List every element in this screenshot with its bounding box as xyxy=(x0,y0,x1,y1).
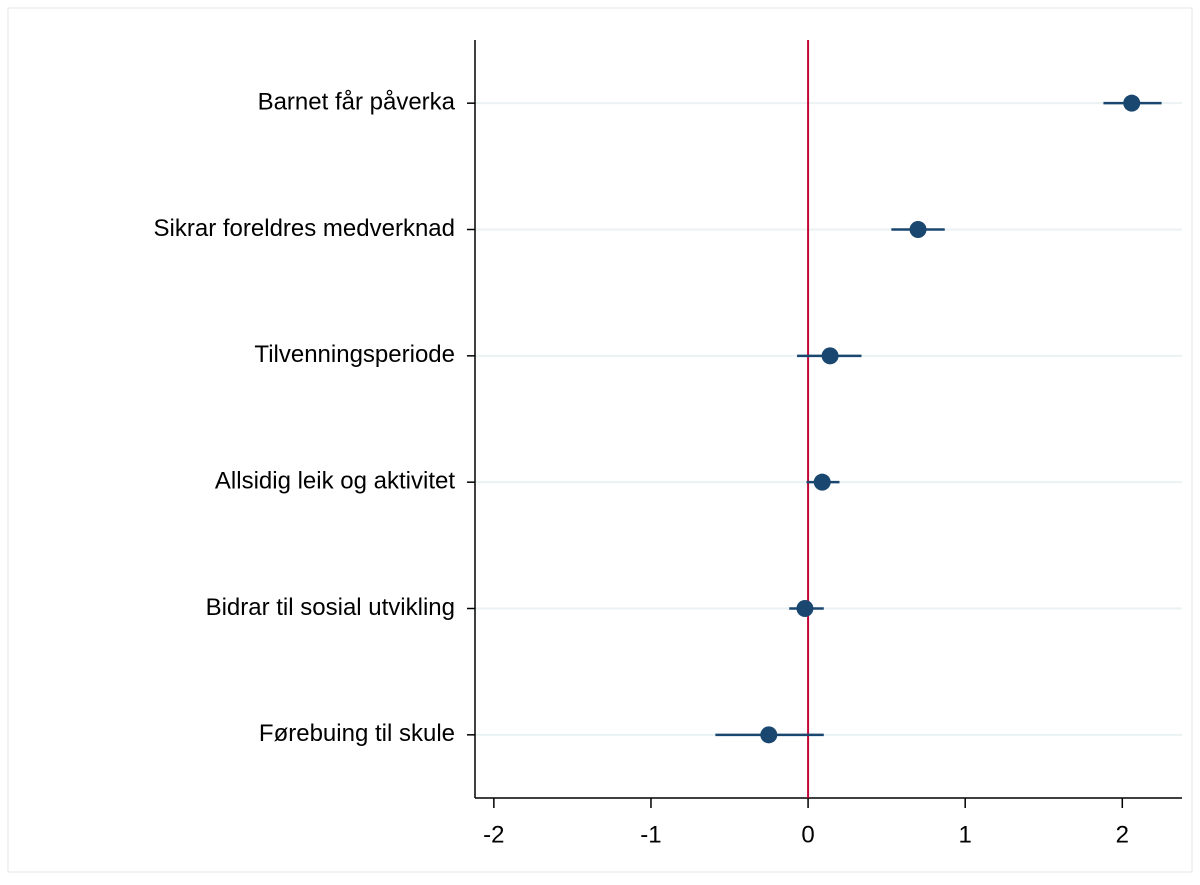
x-tick-label: 2 xyxy=(1116,821,1129,848)
x-tick-label: -2 xyxy=(483,821,504,848)
x-tick-label: 0 xyxy=(801,821,814,848)
point-estimate xyxy=(1123,94,1141,112)
x-tick-label: 1 xyxy=(959,821,972,848)
y-tick-label: Førebuing til skule xyxy=(259,720,455,747)
point-estimate xyxy=(821,347,839,365)
point-estimate xyxy=(813,473,831,491)
point-estimate xyxy=(796,600,814,617)
y-tick-label: Allsidig leik og aktivitet xyxy=(215,468,455,495)
y-tick-label: Tilvenningsperiode xyxy=(254,341,455,368)
point-estimate xyxy=(909,221,927,238)
frame xyxy=(7,7,1193,873)
x-tick-label: -1 xyxy=(640,821,661,848)
point-estimate xyxy=(760,726,778,744)
y-tick-label: Barnet får påverka xyxy=(258,89,456,116)
y-tick-label: Sikrar foreldres medverknad xyxy=(154,215,455,242)
y-tick-label: Bidrar til sosial utvikling xyxy=(206,594,455,621)
